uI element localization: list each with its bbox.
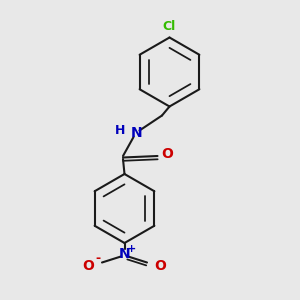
Text: N: N [119, 247, 130, 260]
Text: O: O [154, 259, 166, 272]
Text: +: + [127, 244, 136, 254]
Text: N: N [131, 127, 142, 140]
Text: O: O [82, 259, 94, 272]
Text: H: H [115, 124, 125, 137]
Text: Cl: Cl [163, 20, 176, 33]
Text: -: - [95, 252, 100, 266]
Text: O: O [162, 148, 174, 161]
